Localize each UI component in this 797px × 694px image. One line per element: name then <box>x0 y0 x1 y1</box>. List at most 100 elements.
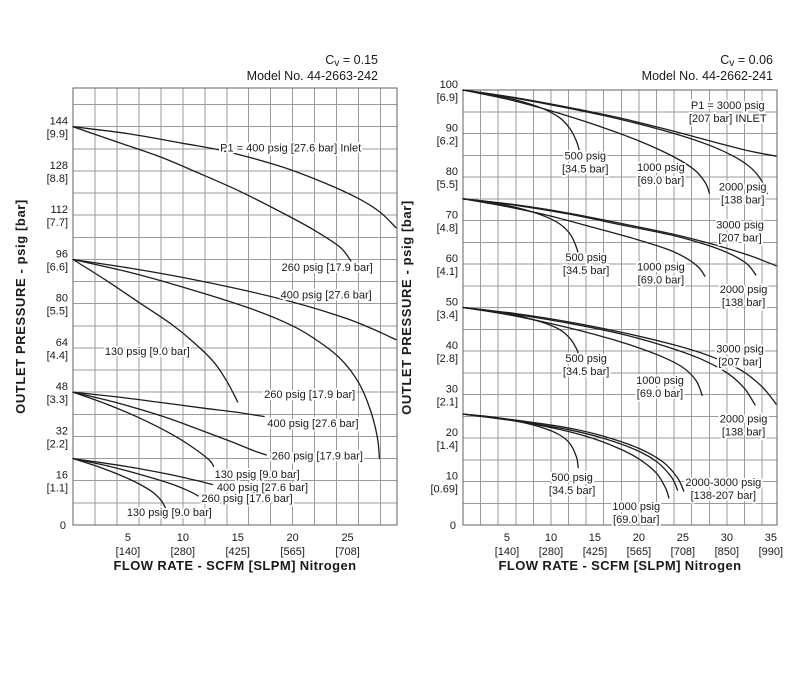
curve-set-48-inlet-130 <box>72 391 215 468</box>
x-axis-ticks: 5 [140] 10 [280] 15 [425] 20 [565] 25 [708] 30 [850… <box>495 532 783 558</box>
curve-label: [69.0 bar] <box>638 175 684 187</box>
x-axis-title: FLOW RATE - SCFM [SLPM] Nitrogen <box>499 558 742 573</box>
x-tick-scfm: 20 <box>633 532 645 544</box>
curve-set-24-inlet-130 <box>72 457 168 511</box>
curves <box>72 126 397 511</box>
y-tick-psig: 144 <box>50 116 68 128</box>
cv-title: Cv = 0.15 <box>325 53 378 69</box>
x-tick-slpm: [850] <box>715 546 739 558</box>
y-tick-psig: 16 <box>56 470 68 482</box>
curve-set-25-inlet-3000 <box>462 413 685 492</box>
model-title: Model No. 44-2663-242 <box>247 69 378 83</box>
curve-label: 130 psig [9.0 bar] <box>105 346 190 358</box>
curve-set-75-inlet-1000 <box>462 198 706 277</box>
curve-label: [138-207 bar] <box>691 490 756 502</box>
y-tick-bar: [8.8] <box>47 173 68 185</box>
y-tick-bar: [1.1] <box>47 483 68 495</box>
curve-label: [138 bar] <box>721 195 764 207</box>
y-tick-bar: [5.5] <box>437 179 458 191</box>
curve-label: 130 psig [9.0 bar] <box>127 507 212 519</box>
curve-set-50-inlet-3000 <box>462 306 777 405</box>
grid <box>73 88 397 525</box>
curve-label: 2000 psig <box>720 284 768 296</box>
x-tick-slpm: [140] <box>495 546 519 558</box>
curve-label: 500 psig <box>564 150 606 162</box>
y-axis-title: OUTLET PRESSURE - psig [bar] <box>13 199 28 414</box>
curve-label: 260 psig [17.9 bar] <box>264 389 355 401</box>
y-tick-bar: [2.2] <box>47 438 68 450</box>
grid <box>463 90 777 525</box>
curve-set-50-inlet-2000 <box>462 306 756 406</box>
curve-label: 260 psig [17.6 bar] <box>202 493 293 505</box>
x-tick-slpm: [565] <box>280 546 304 558</box>
x-tick-slpm: [708] <box>335 546 359 558</box>
y-tick-psig: 128 <box>50 160 68 172</box>
y-tick-bar: [9.9] <box>47 129 68 141</box>
y-tick-psig: 64 <box>56 337 68 349</box>
curve-label: 130 psig [9.0 bar] <box>215 469 300 481</box>
curve-label: 260 psig [17.9 bar] <box>272 450 363 462</box>
curve-set-100-inlet-1000 <box>462 89 710 194</box>
curve-label: 400 psig [27.6 bar] <box>267 418 358 430</box>
y-tick-psig: 90 <box>446 123 458 135</box>
curve-set-96-inlet-400 <box>72 258 397 341</box>
y-tick-psig: 60 <box>446 253 458 265</box>
curve-set-144-inlet-260 <box>72 126 352 262</box>
y-tick-psig: 70 <box>446 210 458 222</box>
y-tick-psig: 80 <box>56 293 68 305</box>
x-tick-scfm: 25 <box>677 532 689 544</box>
curve-label: P1 = 3000 psig <box>691 100 765 112</box>
y-tick-psig: 0 <box>60 520 66 532</box>
curve-label: [34.5 bar] <box>562 163 608 175</box>
y-tick-bar: [2.8] <box>437 353 458 365</box>
curve-set-50-inlet-1000 <box>462 306 703 397</box>
y-tick-bar: [3.4] <box>437 310 458 322</box>
x-axis-ticks: 5 [140] 10 [280] 15 [425] 20 [565] 25 [708] <box>116 532 360 558</box>
y-tick-bar: [7.7] <box>47 217 68 229</box>
x-tick-slpm: [708] <box>671 546 695 558</box>
curve-label: 400 psig [27.6 bar] <box>281 290 372 302</box>
curves <box>462 89 777 499</box>
curve-label: [207 bar] <box>718 233 761 245</box>
curve-label: 1000 psig <box>636 375 684 387</box>
curve-set-100-inlet-500 <box>462 89 580 151</box>
curve-set-75-inlet-500 <box>462 198 580 259</box>
y-tick-bar: [4.1] <box>437 266 458 278</box>
curve-label: [34.5 bar] <box>563 366 609 378</box>
x-tick-slpm: [280] <box>171 546 195 558</box>
x-tick-scfm: 15 <box>589 532 601 544</box>
y-tick-psig: 112 <box>50 204 68 216</box>
y-tick-psig: 96 <box>56 248 68 260</box>
x-tick-scfm: 5 <box>125 532 131 544</box>
curve-label: 500 psig <box>565 353 607 365</box>
x-tick-slpm: [565] <box>627 546 651 558</box>
x-tick-scfm: 20 <box>287 532 299 544</box>
curve-label: 400 psig [27.6 bar] <box>217 482 308 494</box>
y-tick-psig: 10 <box>446 471 458 483</box>
x-tick-slpm: [425] <box>226 546 250 558</box>
curve-set-75-inlet-2000 <box>462 198 757 276</box>
curve-label: [207 bar] <box>718 356 761 368</box>
curve-label: 1000 psig <box>637 261 685 273</box>
curve-label: [34.5 bar] <box>549 485 595 497</box>
curve-set-48-inlet-400 <box>72 391 265 418</box>
curve-set-96-inlet-130 <box>72 258 239 403</box>
y-tick-bar: [4.4] <box>47 350 68 362</box>
curve-label: 260 psig [17.9 bar] <box>282 262 373 274</box>
curve-label: 3000 psig <box>716 220 764 232</box>
curve-label: P1 = 400 psig [27.6 bar] Inlet <box>220 142 361 154</box>
x-tick-slpm: [990] <box>759 546 783 558</box>
plot-frame <box>72 87 398 526</box>
y-tick-psig: 100 <box>440 79 458 91</box>
y-axis-ticks: 144[9.9] 128[8.8] 112[7.7] 96[6.6] 80[5.5] 64… <box>47 116 68 532</box>
curve-set-50-inlet-500 <box>462 306 580 357</box>
x-tick-scfm: 10 <box>545 532 557 544</box>
curve-label: 3000 psig <box>716 343 764 355</box>
curve-set-96-inlet-260 <box>72 258 381 460</box>
y-axis-ticks: 100[6.9]90[6.2]80[5.5]70[4.8]60[4.1]50[3… <box>430 79 458 532</box>
y-tick-psig: 80 <box>446 166 458 178</box>
